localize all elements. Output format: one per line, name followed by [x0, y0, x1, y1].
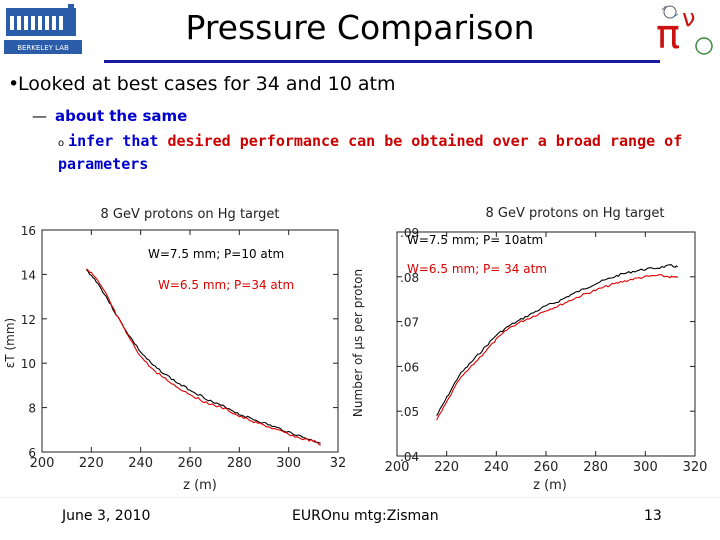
x-tick-label: 220 — [434, 460, 459, 475]
title-rule — [104, 60, 660, 63]
plot-frame — [41, 229, 339, 453]
logo-text: BERKELEY LAB — [17, 44, 69, 52]
x-axis-label: z (m) — [183, 478, 217, 493]
pi-nu-logo: π ν — [656, 4, 713, 58]
x-tick-label: 300 — [633, 460, 658, 475]
chart-muons-per-proton: 200 220 240 260 280 300 320 .04 .05 .06 .07 .08 .09 8… — [351, 206, 708, 493]
y-tick-label: 6 — [28, 446, 36, 460]
berkeley-lab-logo: BERKELEY LAB — [4, 4, 82, 54]
legend-entry: W=7.5 mm; P=10 atm — [148, 247, 284, 261]
footer-event: EUROnu mtg:Zisman — [292, 508, 439, 524]
x-tick-label: 280 — [583, 460, 608, 475]
footer-page-number: 13 — [644, 508, 662, 524]
footer-date: June 3, 2010 — [62, 508, 151, 524]
y-tick-label: .05 — [400, 405, 419, 419]
y-axis-label: εT (mm) — [3, 318, 17, 368]
series-line — [86, 268, 321, 446]
x-tick-label: 200 — [30, 456, 55, 471]
x-tick-label: 200 — [385, 460, 410, 475]
x-tick-label: 240 — [128, 456, 153, 471]
y-tick-label: 14 — [21, 268, 36, 282]
page-title: Pressure Comparison — [185, 8, 535, 47]
bullet-3: o infer that desired performance can be o… — [58, 132, 683, 173]
legend-entry: W=6.5 mm; P= 34 atm — [407, 262, 547, 276]
series-line — [436, 274, 678, 421]
x-tick-label: 280 — [227, 456, 252, 471]
series-line — [86, 269, 321, 444]
chart-emittance: 200 220 240 260 280 300 32 6 8 10 12 14 16 8 GeV prot… — [3, 207, 347, 493]
bullet-1: •Looked at best cases for 34 and 10 atm — [8, 73, 396, 95]
chart-title: 8 GeV protons on Hg target — [101, 207, 280, 222]
x-tick-label: 260 — [178, 456, 203, 471]
chart-title: 8 GeV protons on Hg target — [486, 206, 665, 221]
legend-entry: W=7.5 mm; P= 10atm — [407, 233, 543, 247]
y-tick-label: 12 — [21, 313, 36, 327]
x-tick-label: 32 — [330, 456, 347, 471]
series-line — [436, 264, 678, 416]
x-tick-label: 300 — [276, 456, 301, 471]
y-tick-label: 16 — [21, 224, 36, 238]
x-tick-label: 240 — [484, 460, 509, 475]
y-tick-label: .06 — [400, 360, 419, 374]
y-tick-label: .07 — [400, 316, 419, 330]
y-tick-label: .08 — [400, 271, 419, 285]
x-tick-label: 220 — [79, 456, 104, 471]
bullet-2: — about the same — [32, 107, 188, 125]
x-axis-label: z (m) — [533, 478, 567, 493]
footer-divider — [0, 497, 720, 498]
y-tick-label: 8 — [28, 402, 36, 416]
y-tick-label: 10 — [21, 357, 36, 371]
svg-text:π: π — [656, 12, 680, 58]
y-axis-label: Number of μs per proton — [351, 269, 365, 417]
svg-text:ν: ν — [682, 4, 695, 32]
y-tick-label: .04 — [400, 450, 419, 464]
legend-entry: W=6.5 mm; P=34 atm — [158, 278, 294, 292]
y-tick-label: .09 — [400, 226, 419, 240]
x-tick-label: 260 — [534, 460, 559, 475]
x-tick-label: 320 — [683, 460, 708, 475]
